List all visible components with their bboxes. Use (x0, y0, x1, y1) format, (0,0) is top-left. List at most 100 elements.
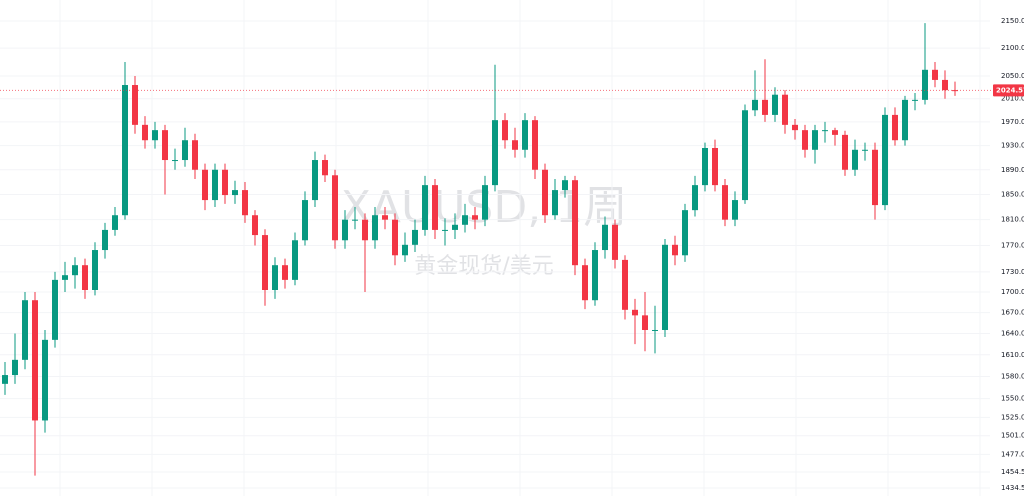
candle-body (722, 185, 728, 220)
candle-body (732, 200, 738, 220)
candle-body (462, 215, 468, 225)
candle-body (802, 130, 808, 150)
candle-body (592, 250, 598, 301)
candle-body (472, 215, 478, 220)
candle-body (102, 229, 108, 251)
candle-body (782, 94, 788, 125)
last-price-label: 2024.57 (996, 86, 1024, 94)
candle-body (392, 219, 398, 256)
candle-body (422, 185, 428, 230)
candle-body (272, 265, 278, 290)
candle-body (812, 130, 818, 150)
candle-body (852, 149, 858, 170)
candle-body (652, 329, 658, 331)
candle-body (402, 244, 408, 256)
candle-body (642, 315, 648, 330)
candle-body (362, 219, 368, 241)
candle-body (72, 265, 78, 276)
candle-body (932, 69, 938, 80)
y-tick-label: 1730.00 (1001, 268, 1024, 276)
candle-body (862, 149, 868, 151)
candle-body (332, 175, 338, 241)
y-tick-label: 1434.50 (1001, 484, 1024, 492)
candle-body (432, 185, 438, 230)
candle-body (582, 265, 588, 301)
y-tick-label: 2100.00 (1001, 44, 1024, 52)
candle-body (22, 300, 28, 360)
candle-body (942, 79, 948, 91)
candle-body (742, 110, 748, 201)
candle-body (112, 215, 118, 230)
y-tick-label: 1770.00 (1001, 241, 1024, 249)
candle-body (372, 215, 378, 241)
candle-body (522, 120, 528, 150)
candle-body (142, 124, 148, 141)
candle-body (382, 215, 388, 220)
y-tick-label: 1580.00 (1001, 373, 1024, 381)
candle-body (922, 69, 928, 100)
candle-body (42, 339, 48, 421)
candle-body (482, 185, 488, 220)
candle-body (82, 265, 88, 290)
candle-body (262, 235, 268, 290)
candle-body (492, 120, 498, 186)
candle-body (842, 134, 848, 170)
candle-body (682, 210, 688, 256)
candle-body (912, 99, 918, 101)
candle-body (32, 300, 38, 421)
candle-body (52, 279, 58, 340)
y-tick-label: 1670.00 (1001, 309, 1024, 317)
candle-body (532, 120, 538, 170)
candle-body (252, 215, 258, 236)
candle-body (892, 114, 898, 141)
y-tick-label: 1970.00 (1001, 118, 1024, 126)
candle-body (792, 124, 798, 131)
candle-body (772, 94, 778, 115)
y-tick-label: 1700.00 (1001, 288, 1024, 296)
candle-body (752, 99, 758, 111)
candle-body (122, 85, 128, 216)
y-tick-label: 1810.00 (1001, 216, 1024, 224)
y-tick-label: 1525.00 (1001, 413, 1024, 421)
y-tick-label: 2050.00 (1001, 72, 1024, 80)
candle-body (712, 147, 718, 186)
candle-body (92, 250, 98, 290)
candle-body (512, 140, 518, 150)
candle-body (442, 229, 448, 231)
candle-body (702, 147, 708, 186)
candle-body (672, 244, 678, 256)
y-tick-label: 1501.00 (1001, 432, 1024, 440)
candle-body (302, 200, 308, 241)
candle-body (202, 169, 208, 201)
y-tick-label: 1890.00 (1001, 166, 1024, 174)
candle-body (822, 130, 828, 132)
y-tick-label: 1454.50 (1001, 468, 1024, 476)
candle-body (832, 130, 838, 135)
candle-body (242, 190, 248, 216)
candle-body (612, 224, 618, 260)
candle-body (622, 259, 628, 310)
candle-body (692, 185, 698, 211)
candle-body (452, 224, 458, 230)
candle-body (12, 359, 18, 376)
candle-body (902, 99, 908, 141)
candle-body (502, 120, 508, 141)
candle-body (542, 169, 548, 216)
candle-body (562, 180, 568, 191)
candle-body (222, 169, 228, 196)
candle-body (632, 309, 638, 316)
y-tick-label: 2150.00 (1001, 17, 1024, 25)
candle-body (2, 375, 8, 384)
y-tick-label: 1550.00 (1001, 395, 1024, 403)
watermark-subtitle: 黄金现货/美元 (414, 254, 553, 279)
candle-body (762, 99, 768, 115)
candle-body (322, 160, 328, 176)
candle-body (412, 229, 418, 245)
candle-body (342, 219, 348, 241)
candle-body (662, 244, 668, 330)
y-tick-label: 1850.00 (1001, 190, 1024, 198)
candle-body (232, 190, 238, 196)
y-tick-label: 1610.00 (1001, 351, 1024, 359)
